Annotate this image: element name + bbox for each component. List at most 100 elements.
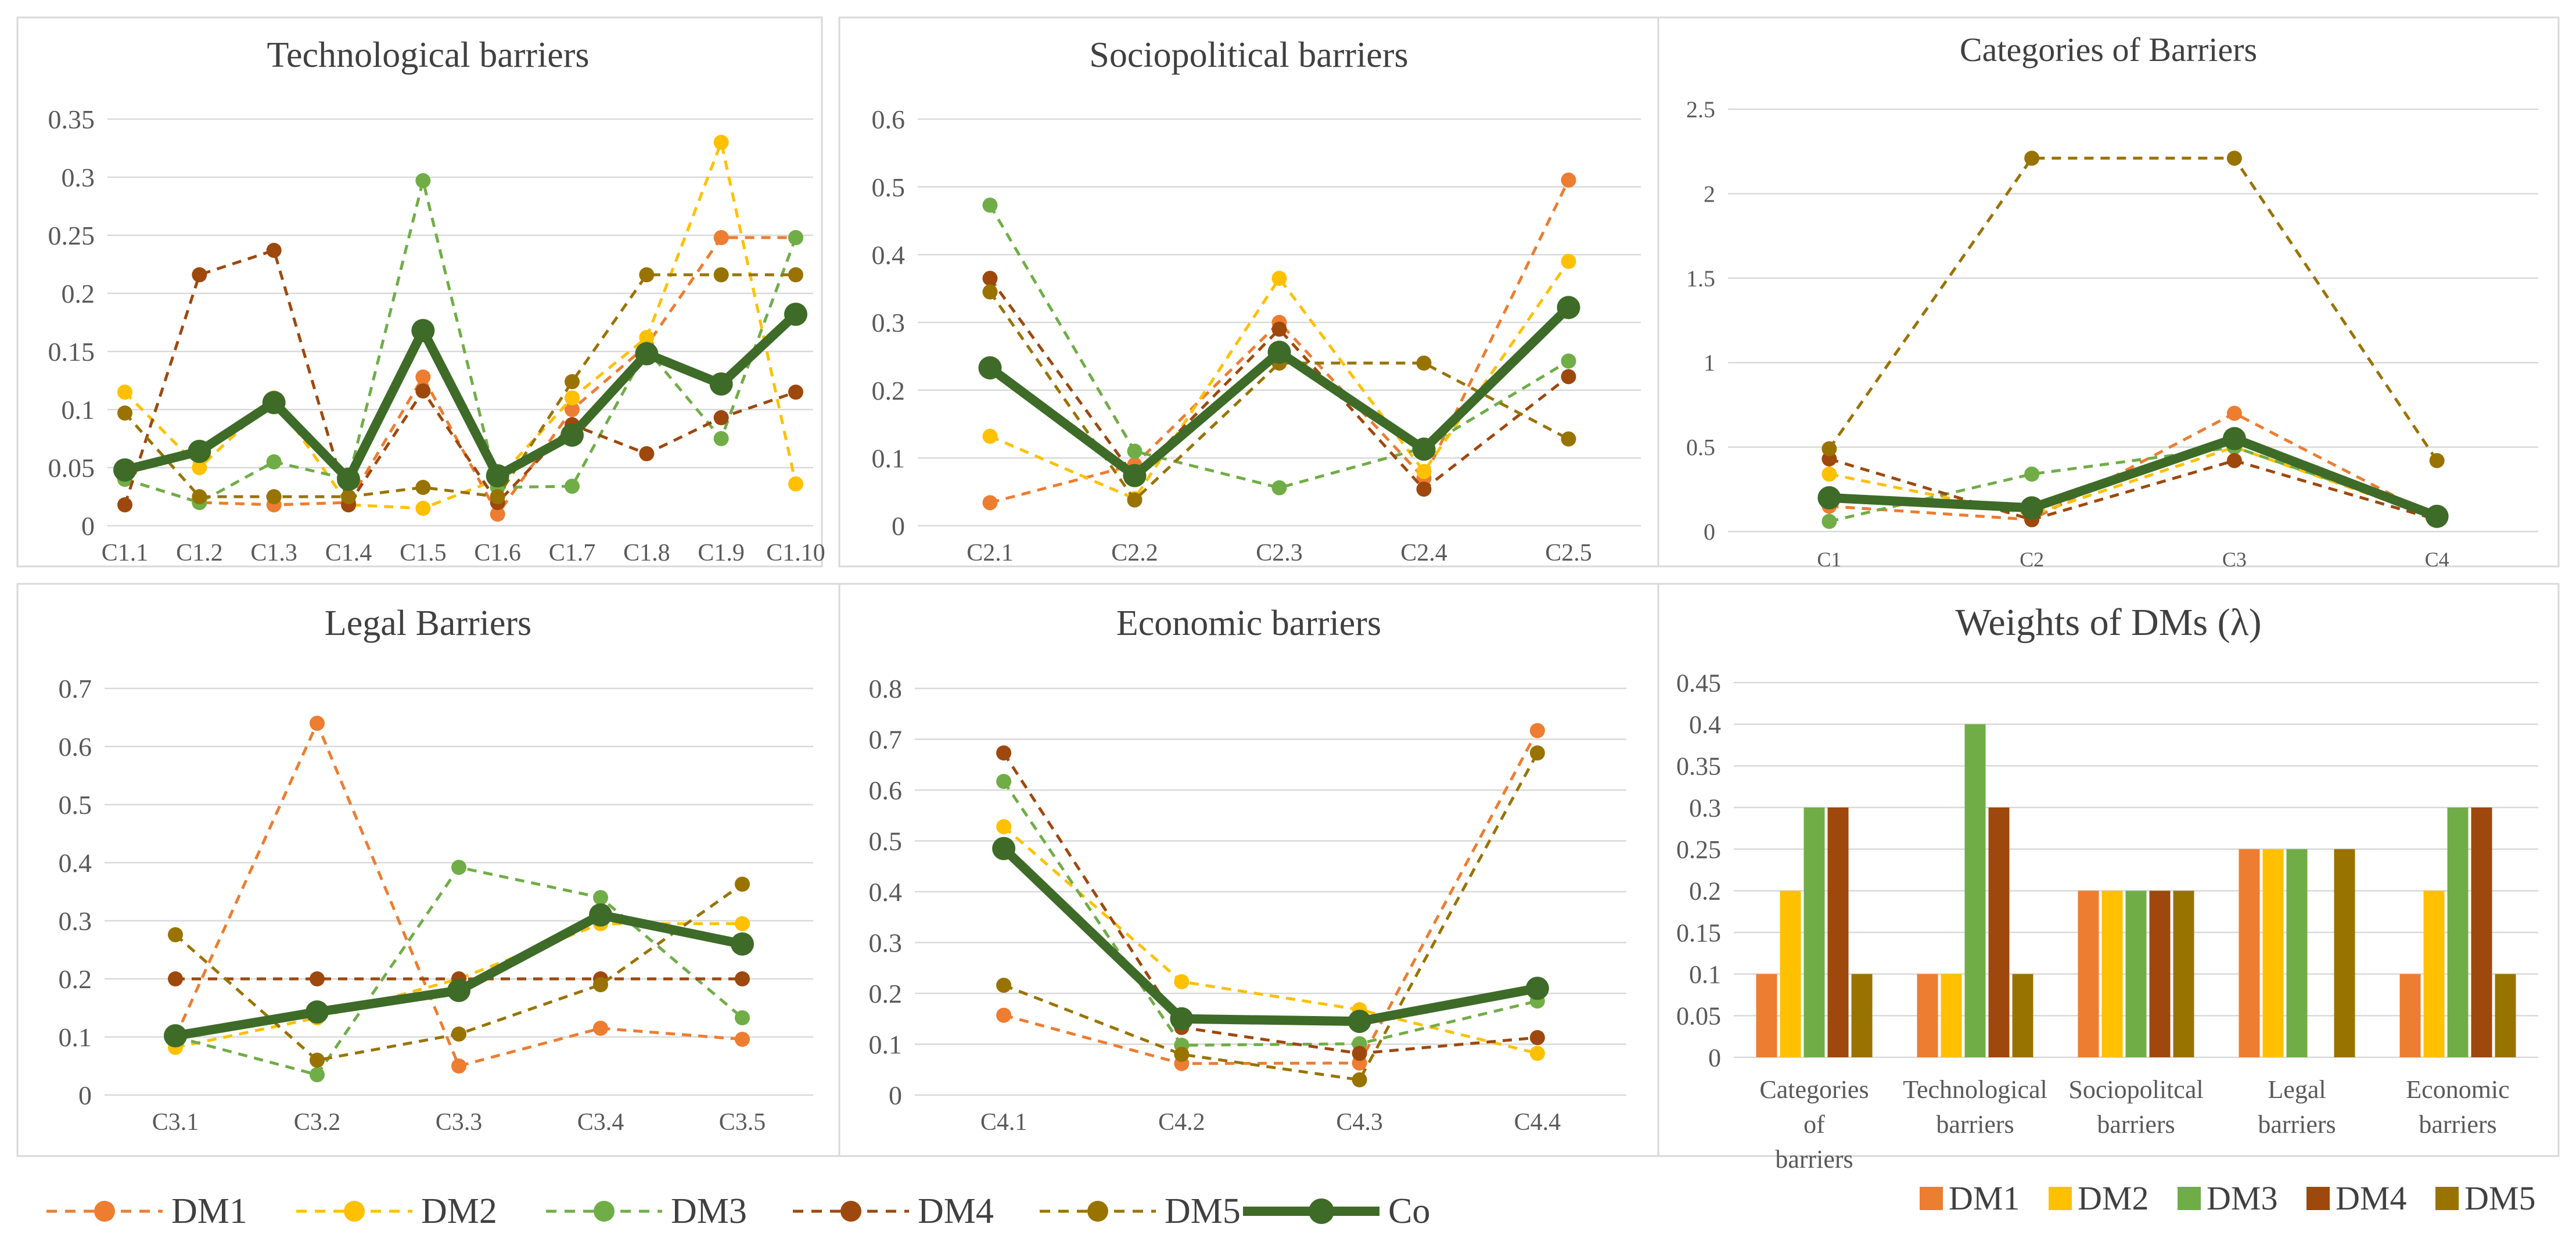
bar-dm2	[2262, 849, 2284, 1057]
series-dm5	[117, 267, 803, 504]
x-tick-label: barriers	[2258, 1110, 2336, 1139]
bar-dm2	[2101, 891, 2123, 1057]
data-point-dm2	[192, 460, 207, 475]
data-point-dm3	[713, 431, 729, 446]
legend-item-dm4: DM4	[2306, 1179, 2406, 1217]
data-point-dm3	[565, 479, 580, 494]
legend-label: DM3	[2207, 1179, 2277, 1217]
data-point-dm5	[1561, 431, 1576, 447]
data-point-dm1	[996, 1007, 1012, 1023]
legend-item-dm5: DM5	[1040, 1191, 1241, 1231]
legend-item-collective: Collective	[1243, 1191, 1429, 1231]
x-tick-label: C3.2	[294, 1109, 341, 1136]
data-point-dm3	[451, 860, 466, 875]
y-tick-label: 0	[1704, 519, 1715, 545]
data-point-dm2	[735, 916, 750, 931]
bar-dm1	[2239, 849, 2260, 1057]
y-tick-label: 0.45	[1676, 669, 1721, 697]
chart-title: Sociopolitical barriers	[1089, 35, 1408, 75]
data-point-dm2	[1529, 1046, 1545, 1061]
data-point-dm5	[341, 489, 356, 504]
legend-item-dm4: DM4	[793, 1191, 994, 1231]
legend-swatch	[2435, 1187, 2459, 1210]
data-point-dm4	[1352, 1046, 1367, 1061]
legend-marker	[1309, 1198, 1334, 1224]
y-tick-label: 0.2	[59, 964, 92, 994]
x-tick-label: C1.1	[102, 540, 149, 566]
data-point-dm2	[1821, 466, 1837, 482]
legend-item-dm2: DM2	[296, 1191, 497, 1231]
series-collective	[978, 296, 1580, 487]
x-tick-label: C4	[2425, 548, 2449, 571]
bar-dm5	[1851, 974, 1873, 1057]
line-chart-legend: DM1 DM2 DM3 DM4 DM5 Collective	[46, 1191, 1429, 1231]
legend-swatch	[2306, 1187, 2330, 1210]
series-dm3	[168, 860, 750, 1082]
y-tick-label: 0.4	[59, 848, 92, 878]
series-dm5	[996, 745, 1545, 1088]
legend-item-dm1: DM1	[1920, 1179, 2020, 1217]
series-collective	[1817, 427, 2449, 528]
data-point-dm5	[713, 267, 729, 282]
data-point-dm5	[266, 489, 282, 504]
data-point-dm3	[1821, 514, 1837, 529]
series-line-dm3	[989, 204, 1569, 490]
bar-dm3	[1803, 807, 1825, 1057]
x-tick-label: C2.5	[1545, 540, 1592, 566]
data-point-dm1	[2226, 405, 2242, 421]
y-tick-label: 0.15	[1676, 918, 1721, 947]
legend-item-dm1: DM1	[46, 1191, 247, 1231]
data-point-collective	[1170, 1007, 1194, 1031]
data-point-collective	[1267, 340, 1291, 364]
series-line-collective	[1828, 434, 2439, 521]
series-dm1	[1821, 405, 2445, 527]
data-point-dm2	[788, 476, 803, 491]
bar-dm4	[1827, 807, 1849, 1057]
chart-panel-technological-barriers: Technological barriers 0 0.05 0.1 0.15 0.2 0.2…	[16, 16, 825, 568]
data-point-collective	[411, 319, 435, 342]
data-point-dm1	[415, 369, 431, 385]
series-dm3	[996, 774, 1545, 1053]
panel-border	[1657, 583, 2560, 1157]
y-tick-label: 0	[892, 511, 905, 541]
data-point-collective	[635, 342, 659, 365]
x-tick-label: C2.1	[967, 540, 1014, 566]
y-tick-label: 0.15	[48, 337, 95, 367]
data-point-dm2	[639, 330, 655, 345]
x-tick-label: Economic	[2406, 1075, 2509, 1104]
x-tick-label: C3.4	[577, 1109, 624, 1136]
data-point-dm5	[451, 1027, 466, 1042]
y-tick-label: 1	[1704, 350, 1715, 376]
data-point-dm1	[1561, 173, 1576, 188]
y-tick-label: 2	[1704, 181, 1715, 207]
data-point-collective	[1123, 464, 1147, 487]
data-point-collective	[188, 440, 211, 463]
series-line-dm3	[1828, 446, 2438, 523]
y-tick-label: 0.1	[1689, 960, 1721, 989]
data-point-dm4	[713, 410, 729, 425]
bar-dm2	[1780, 891, 1801, 1057]
data-point-collective	[113, 458, 136, 482]
legend-label: Collective	[1388, 1191, 1429, 1231]
x-tick-label: C4.3	[1336, 1109, 1383, 1136]
data-point-dm4	[117, 497, 132, 512]
x-tick-label: C3.3	[436, 1109, 483, 1136]
legend-marker	[1087, 1201, 1108, 1222]
series-line-dm1	[1829, 411, 2438, 522]
x-tick-label: C2.4	[1400, 540, 1447, 566]
data-point-dm2	[996, 819, 1012, 834]
series-dm2	[982, 254, 1576, 507]
legend-marker	[594, 1201, 615, 1222]
bar-chart-legend: DM1 DM2 DM3 DM4 DM5	[1920, 1179, 2535, 1217]
x-tick-label: C1.10	[766, 540, 825, 566]
x-tick-label: C4.1	[980, 1109, 1027, 1136]
y-tick-label: 0.1	[869, 1030, 903, 1060]
data-point-dm5	[192, 489, 207, 504]
data-point-dm4	[1416, 482, 1432, 497]
series-dm5	[168, 877, 750, 1068]
data-point-dm3	[2024, 466, 2040, 482]
y-tick-label: 0.25	[1676, 835, 1721, 864]
data-point-dm3	[788, 230, 803, 245]
data-point-dm3	[1561, 353, 1576, 369]
x-tick-label: C3.1	[152, 1109, 199, 1136]
